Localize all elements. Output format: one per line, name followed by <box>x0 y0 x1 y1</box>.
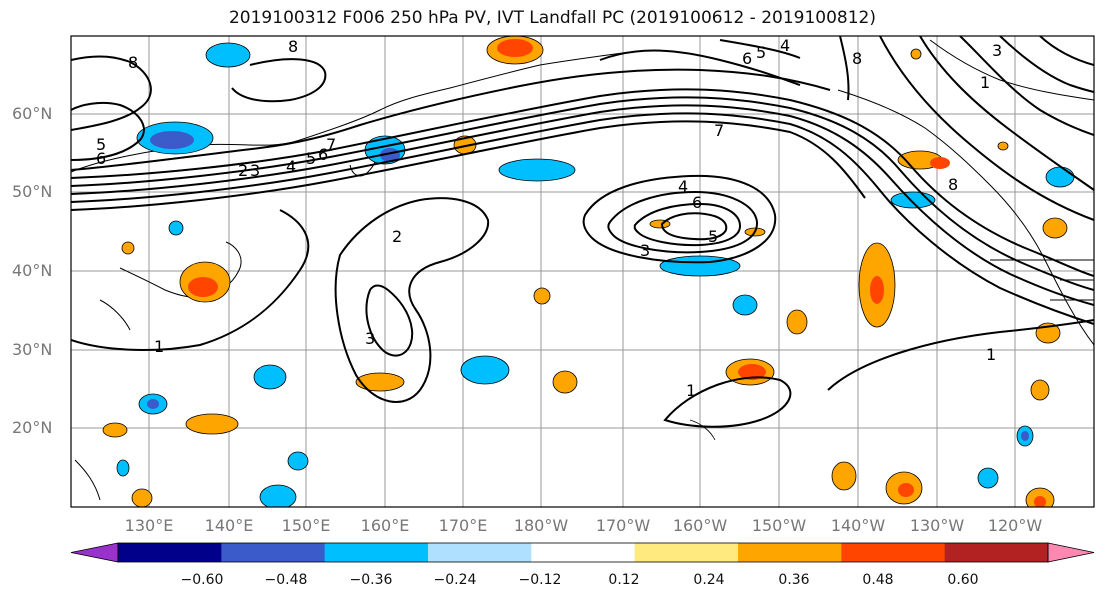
lon-label-120w: 120°W <box>987 516 1043 535</box>
lon-label-160w: 160°W <box>672 516 728 535</box>
contour-label: 6 <box>692 193 702 212</box>
contour-label: 8 <box>948 175 958 194</box>
contour-label: 1 <box>686 381 696 400</box>
colorbar-tick-label: 0.48 <box>862 572 894 588</box>
colorbar-segment <box>428 543 532 562</box>
colorbar-tick-label: 0.60 <box>947 572 979 588</box>
colorbar-tick-label: 0.36 <box>778 572 810 588</box>
colorbar-frame <box>117 542 1049 563</box>
contour-label: 1 <box>154 337 164 356</box>
colorbar-extend-low <box>70 542 119 563</box>
contour-label: 6 <box>742 49 752 68</box>
contour-label: 2 <box>238 161 248 180</box>
contour-label: 3 <box>640 241 650 260</box>
colorbar-segment <box>841 543 946 562</box>
contour-label: 4 <box>780 36 790 55</box>
contour-label: 4 <box>678 177 688 196</box>
contour-label: 6 <box>96 149 106 168</box>
lon-label-150e: 150°E <box>281 516 331 535</box>
colorbar-segment <box>118 543 222 562</box>
colorbar-segment <box>738 543 842 562</box>
lon-label-170w: 170°W <box>595 516 651 535</box>
colorbar-tick-label: −0.24 <box>433 572 477 588</box>
lon-label-140w: 140°W <box>830 516 886 535</box>
colorbar-tick-label: 0.24 <box>693 572 725 588</box>
pv-positive-areas <box>102 36 1068 507</box>
map-title: 2019100312 F006 250 hPa PV, IVT Landfall… <box>228 8 876 28</box>
colorbar-tick-label: −0.36 <box>349 572 393 588</box>
colorbar-tick-label: −0.12 <box>518 572 562 588</box>
contour-label: 8 <box>288 37 298 56</box>
colorbar-tick-label: 0.12 <box>608 572 640 588</box>
lat-label-40n: 40°N <box>12 261 53 280</box>
lat-label-20n: 20°N <box>12 418 53 437</box>
colorbar-segment <box>531 543 636 562</box>
lon-label-130e: 130°E <box>124 516 174 535</box>
colorbar-segment <box>944 543 1049 562</box>
contour-label: 1 <box>980 73 990 92</box>
contour-label: 5 <box>708 227 718 246</box>
contour-label: 5 <box>756 43 766 62</box>
colorbar-extend-high <box>1047 542 1095 563</box>
contour-label: 2 <box>392 227 402 246</box>
lon-label-180w: 180°W <box>513 516 569 535</box>
contour-label: 3 <box>250 161 260 180</box>
contour-label: 5 <box>306 149 316 168</box>
map-frame <box>70 35 1095 508</box>
contour-label: 8 <box>852 49 862 68</box>
colorbar-segment <box>221 543 326 562</box>
lat-label-30n: 30°N <box>12 340 53 359</box>
lon-label-150w: 150°W <box>751 516 807 535</box>
contour-labels: 8 8 8 5 6 4 5 6 7 2 3 4 6 5 3 1 1 1 2 3 … <box>96 36 1002 400</box>
contour-label: 1 <box>986 345 996 364</box>
contour-label: 8 <box>128 53 138 72</box>
contour-label: 3 <box>992 41 1002 60</box>
contour-label: 6 <box>318 145 328 164</box>
contour-label: 4 <box>286 157 296 176</box>
colorbar-segment <box>634 543 739 562</box>
lon-label-130w: 130°W <box>909 516 965 535</box>
colorbar-segment <box>324 543 429 562</box>
contour-label: 5 <box>96 135 106 154</box>
lon-label-140e: 140°E <box>204 516 254 535</box>
colorbar-tick-label: −0.48 <box>264 572 308 588</box>
lon-label-170e: 170°E <box>438 516 488 535</box>
contour-label: 3 <box>365 329 375 348</box>
contour-label: 7 <box>714 121 724 140</box>
colorbar-tick-label: −0.60 <box>180 572 224 588</box>
lat-label-60n: 60°N <box>12 104 53 123</box>
colorbar <box>70 542 1095 563</box>
contour-label: 7 <box>326 135 336 154</box>
ivt-contours <box>71 36 1094 428</box>
lon-label-160e: 160°E <box>360 516 410 535</box>
lat-label-50n: 50°N <box>12 182 53 201</box>
